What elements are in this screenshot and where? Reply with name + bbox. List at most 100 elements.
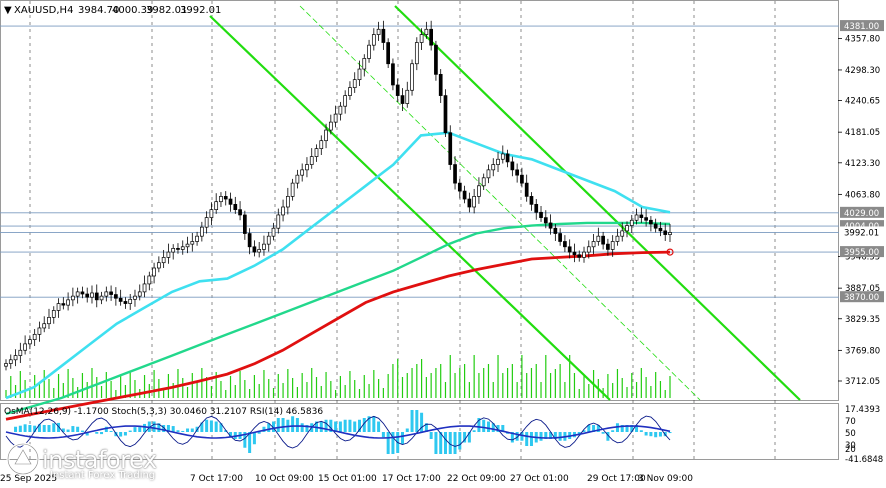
price-tick-label: 3829.35 <box>845 315 880 325</box>
osma-bar <box>143 423 147 432</box>
price-axis: 4357.80 4298.30 4240.65 4181.05 4123.30 4063.… <box>838 20 884 465</box>
osma-bar <box>28 425 32 432</box>
osma-bar <box>357 419 361 432</box>
osma-bar <box>119 432 123 437</box>
osma-bar <box>257 432 261 434</box>
candle-body <box>324 129 328 142</box>
candle-body <box>247 233 252 248</box>
candle-body <box>61 303 66 306</box>
candle-body <box>381 28 386 43</box>
osma-bar <box>33 425 37 432</box>
osma-bar <box>434 432 438 454</box>
chart-header-close: 3992.01 <box>180 5 221 16</box>
osma-bar <box>57 422 61 432</box>
osma-bar <box>515 432 519 441</box>
candle-body <box>453 164 457 184</box>
level-label: 4381.00 <box>844 22 879 32</box>
candle-body <box>386 42 391 65</box>
candle-body <box>400 95 405 104</box>
candle-body <box>157 262 161 269</box>
candle-body <box>486 169 491 179</box>
time-axis-label: 7 Oct 17:00 <box>190 474 243 484</box>
candle-body <box>352 79 357 88</box>
osma-bar <box>152 421 156 432</box>
candle-body <box>653 223 658 229</box>
time-axis-label: 3 Nov 09:00 <box>638 474 693 484</box>
candle-body <box>195 235 199 242</box>
candle-body <box>505 153 510 163</box>
candle-body <box>515 169 519 176</box>
candle-body <box>319 140 324 149</box>
candle-body <box>520 174 524 184</box>
osma-bar <box>123 432 127 436</box>
candle-body <box>128 298 133 304</box>
candle-body <box>582 251 586 258</box>
candle-body <box>601 235 605 245</box>
osma-bar <box>138 427 142 432</box>
candle-body <box>338 105 343 115</box>
candle-body <box>214 201 219 211</box>
candle-body <box>391 63 395 86</box>
candle-body <box>200 226 204 237</box>
candle-body <box>668 232 672 235</box>
osma-bar <box>439 432 443 454</box>
candle-body <box>99 295 104 301</box>
candle-body <box>610 241 615 250</box>
candle-body <box>414 42 419 65</box>
candle-body <box>328 121 333 131</box>
candle-body <box>32 333 37 340</box>
osma-bar <box>85 432 89 436</box>
candle-body <box>305 164 309 171</box>
candle-body <box>591 241 596 248</box>
price-tick-label: 4123.30 <box>845 159 880 169</box>
candle-body <box>634 214 639 221</box>
candle-body <box>314 148 319 157</box>
rsi-line <box>5 425 671 439</box>
price-tick-label: 4181.05 <box>845 128 880 138</box>
candle-body <box>133 295 137 300</box>
osma-bar <box>429 432 433 439</box>
candle-body <box>438 74 443 96</box>
oscillator-axis-label: 50 <box>845 429 856 439</box>
osma-bar <box>496 425 500 432</box>
osma-bar <box>71 426 75 432</box>
candle-body <box>543 217 548 224</box>
oscillator-axis-label: 20 <box>845 445 856 455</box>
osma-bar <box>381 432 385 438</box>
candle-body <box>262 243 266 250</box>
main-pane-frame <box>0 0 839 401</box>
candle-body <box>457 182 462 192</box>
candle-body <box>13 355 18 361</box>
candle-body <box>118 297 123 302</box>
level-label: 3955.00 <box>844 248 879 258</box>
osma-bar <box>606 432 610 441</box>
candle-body <box>658 227 663 232</box>
osma-bar <box>104 426 108 432</box>
candle-body <box>257 249 262 253</box>
candle-body <box>51 310 56 318</box>
ema-fast-line <box>5 131 671 400</box>
candle-body <box>625 225 629 232</box>
candle-body <box>395 84 400 96</box>
osma-bar <box>248 432 252 453</box>
candle-body <box>558 233 562 242</box>
candle-body <box>23 343 27 351</box>
osma-bar <box>181 430 185 432</box>
osma-bar <box>424 423 428 432</box>
candle-body <box>171 248 176 253</box>
candle-body <box>228 198 233 205</box>
candle-body <box>548 222 553 229</box>
osma-bar <box>443 432 447 454</box>
osma-bar <box>23 424 27 432</box>
osma-bar <box>14 426 18 432</box>
candle-body <box>448 132 453 165</box>
osma-bar <box>133 427 137 432</box>
osma-bar <box>625 425 629 432</box>
candle-body <box>223 196 228 200</box>
trend-channels <box>209 5 801 401</box>
osma-bar <box>510 432 514 443</box>
osma-bar <box>639 430 643 432</box>
candle-body <box>66 299 70 306</box>
candle-body <box>147 275 152 285</box>
